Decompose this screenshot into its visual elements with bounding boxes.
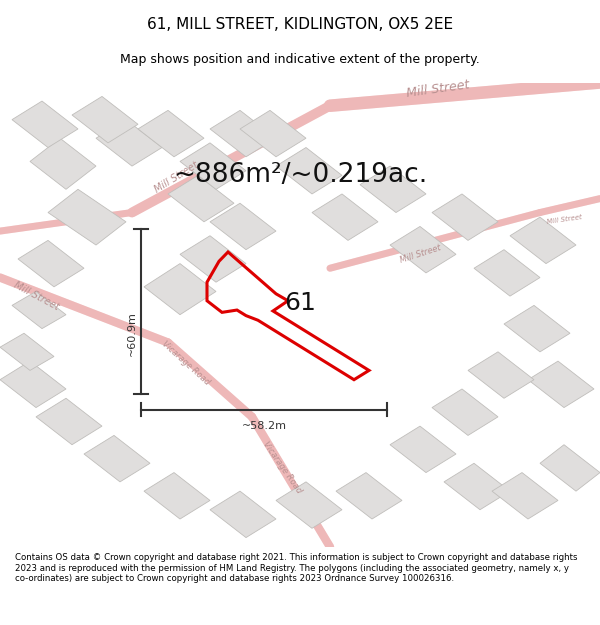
Text: ~58.2m: ~58.2m [241, 421, 287, 431]
Polygon shape [390, 426, 456, 472]
Polygon shape [312, 194, 378, 241]
Polygon shape [444, 463, 510, 510]
Text: Vicarage Road: Vicarage Road [261, 441, 303, 496]
Polygon shape [48, 189, 126, 245]
Text: Mill Street: Mill Street [153, 160, 201, 195]
Polygon shape [138, 111, 204, 157]
Polygon shape [18, 241, 84, 287]
Polygon shape [210, 203, 276, 249]
Polygon shape [240, 111, 306, 157]
Polygon shape [168, 176, 234, 222]
Polygon shape [210, 491, 276, 538]
Polygon shape [180, 236, 246, 282]
Text: ~60.9m: ~60.9m [127, 311, 137, 356]
Polygon shape [504, 306, 570, 352]
Polygon shape [276, 482, 342, 528]
Text: Contains OS data © Crown copyright and database right 2021. This information is : Contains OS data © Crown copyright and d… [15, 553, 577, 583]
Text: 61: 61 [284, 291, 316, 315]
Polygon shape [390, 226, 456, 273]
Text: Map shows position and indicative extent of the property.: Map shows position and indicative extent… [120, 53, 480, 66]
Text: Vicarage Road: Vicarage Road [160, 339, 212, 388]
Text: 61, MILL STREET, KIDLINGTON, OX5 2EE: 61, MILL STREET, KIDLINGTON, OX5 2EE [147, 18, 453, 32]
Polygon shape [180, 143, 246, 189]
Text: Mill Street: Mill Street [406, 79, 470, 101]
Polygon shape [210, 111, 276, 157]
Polygon shape [0, 333, 54, 371]
Polygon shape [336, 472, 402, 519]
Polygon shape [528, 361, 594, 408]
Polygon shape [276, 148, 342, 194]
Polygon shape [84, 436, 150, 482]
Polygon shape [144, 264, 216, 315]
Polygon shape [72, 96, 138, 143]
Polygon shape [432, 389, 498, 436]
Polygon shape [474, 249, 540, 296]
Text: ~886m²/~0.219ac.: ~886m²/~0.219ac. [173, 162, 427, 188]
Polygon shape [144, 472, 210, 519]
Polygon shape [540, 445, 600, 491]
Polygon shape [0, 361, 66, 408]
Polygon shape [12, 291, 66, 329]
Text: Mill Street: Mill Street [11, 280, 61, 312]
Polygon shape [468, 352, 534, 398]
Polygon shape [510, 217, 576, 264]
Text: Mill Street: Mill Street [398, 244, 442, 265]
Polygon shape [360, 166, 426, 212]
Polygon shape [432, 194, 498, 241]
Polygon shape [96, 119, 162, 166]
Text: Mill Street: Mill Street [546, 214, 582, 225]
Polygon shape [30, 138, 96, 189]
Polygon shape [492, 472, 558, 519]
Polygon shape [36, 398, 102, 445]
Polygon shape [12, 101, 78, 148]
